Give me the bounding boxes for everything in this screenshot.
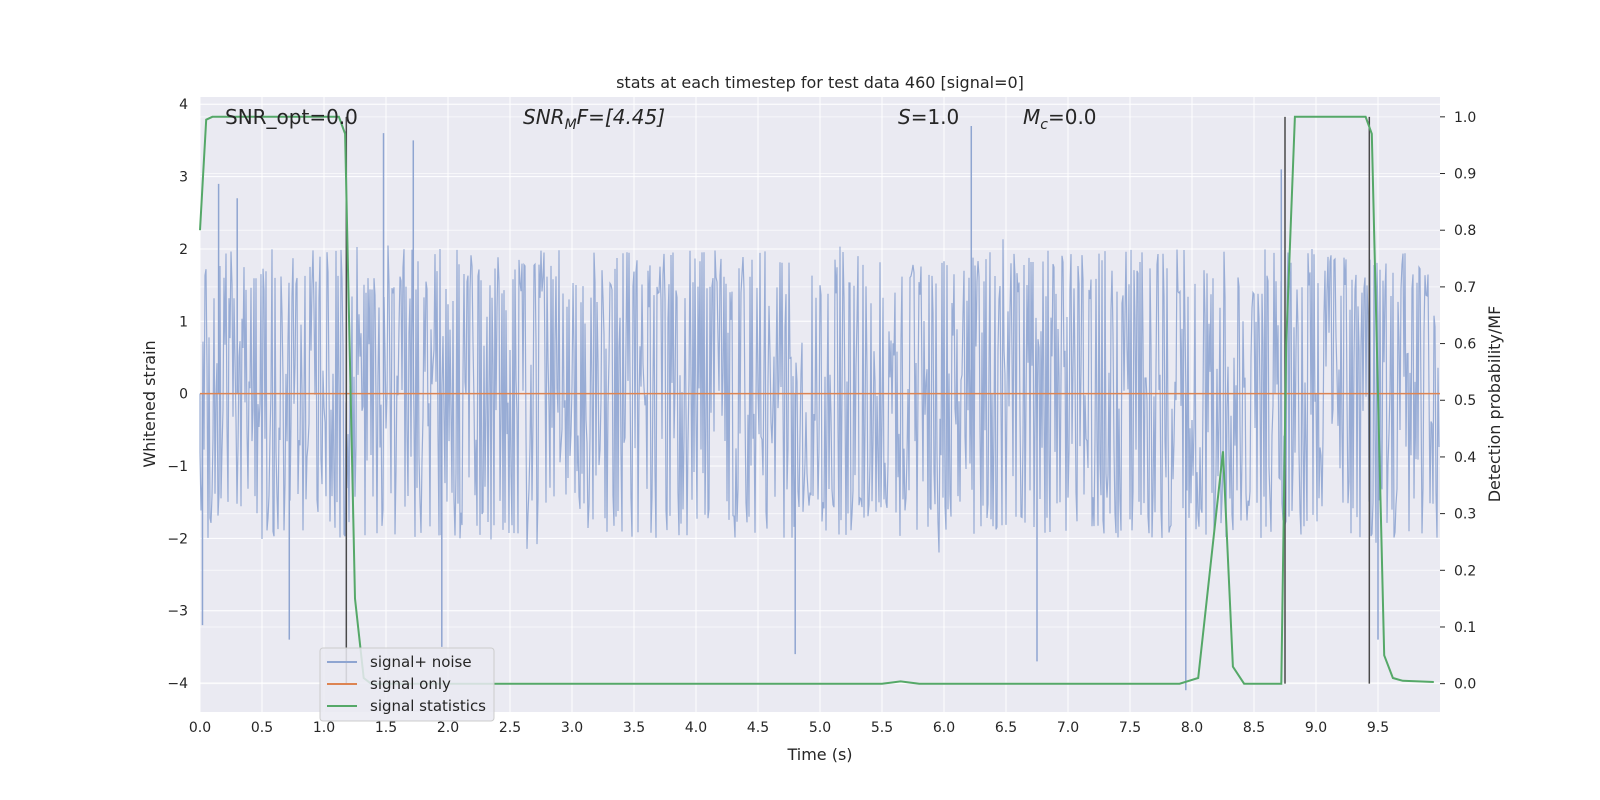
y-tick-left-label: 3 (179, 170, 188, 186)
x-tick-label: 1.5 (375, 720, 397, 736)
snr-mf-sub: M (565, 117, 577, 133)
legend-label-statistics: signal statistics (370, 697, 486, 715)
y-tick-left-label: 1 (179, 314, 188, 330)
noise-trace (199, 239, 1440, 553)
annotation-mc: Mc=0.0 (1023, 105, 1097, 133)
y-tick-right-label: 0.3 (1454, 507, 1476, 523)
y-tick-left-label: −4 (167, 676, 188, 692)
x-tick-label: 2.5 (499, 720, 521, 736)
y-tick-right-label: 0.2 (1454, 563, 1476, 579)
snr-mf-rest: F=[4.45] (577, 105, 665, 129)
legend-label-noise: signal+ noise (370, 653, 472, 671)
y-tick-right-label: 1.0 (1454, 110, 1476, 126)
x-tick-label: 4.5 (747, 720, 769, 736)
x-tick-label: 4.0 (685, 720, 707, 736)
x-tick-label: 3.5 (623, 720, 645, 736)
legend-label-signal-only: signal only (370, 675, 451, 693)
y-tick-left-label: −2 (167, 531, 188, 547)
signal-statistics-line (199, 115, 1434, 685)
y-tick-right-label: 0.9 (1454, 167, 1476, 183)
y-tick-right-label: 0.8 (1454, 223, 1476, 239)
x-tick-label: 8.5 (1243, 720, 1265, 736)
s-rest: =1.0 (911, 105, 960, 129)
y-tick-left-label: 2 (179, 242, 188, 258)
snr-mf-symbol: SNR (523, 105, 565, 129)
y-tick-right-label: 0.0 (1454, 677, 1476, 693)
x-ticks: 0.0 0.5 1.0 1.5 2.0 2.5 3.0 3.5 4.0 4.5 5.0 5.5 6.0 6… (189, 720, 1389, 736)
x-tick-label: 1.0 (313, 720, 335, 736)
x-tick-label: 0.5 (251, 720, 273, 736)
chart-title: stats at each timestep for test data 460… (616, 73, 1024, 92)
mc-rest: =0.0 (1048, 105, 1097, 129)
x-tick-label: 2.0 (437, 720, 459, 736)
x-tick-label: 6.5 (995, 720, 1017, 736)
x-tick-label: 9.5 (1367, 720, 1389, 736)
y-tick-right-label: 0.6 (1454, 337, 1476, 353)
y-tick-left-label: 4 (179, 97, 188, 113)
x-tick-label: 0.0 (189, 720, 211, 736)
x-tick-label: 7.5 (1119, 720, 1141, 736)
y-axis-label-right: Detection probability/MF (1485, 306, 1504, 503)
y-tick-left-label: 0 (179, 387, 188, 403)
y-tick-left-label: −3 (167, 604, 188, 620)
y-ticks-right: 1.0 0.9 0.8 0.7 0.6 0.5 0.4 0.3 0.2 0.1 0.0 (1440, 110, 1476, 693)
x-tick-label: 5.0 (809, 720, 831, 736)
y-tick-left-label: −1 (167, 459, 188, 475)
mc-sub: c (1040, 117, 1048, 133)
y-tick-right-label: 0.5 (1454, 393, 1476, 409)
x-tick-label: 7.0 (1057, 720, 1079, 736)
x-tick-label: 8.0 (1181, 720, 1203, 736)
annotation-snr-mf: SNRMF=[4.45] (523, 105, 665, 133)
y-tick-right-label: 0.7 (1454, 280, 1476, 296)
y-axis-label-left: Whitened strain (140, 340, 159, 467)
s-symbol: S (898, 105, 911, 129)
annotation-s: S=1.0 (898, 105, 959, 129)
y-ticks-left: 4 3 2 1 0 −1 −2 −3 −4 (167, 97, 188, 692)
mc-symbol: M (1023, 105, 1040, 129)
x-tick-label: 6.0 (933, 720, 955, 736)
x-tick-label: 5.5 (871, 720, 893, 736)
legend-box (319, 647, 495, 722)
y-tick-right-label: 0.4 (1454, 450, 1476, 466)
annotation-snr-opt: SNR_opt=0.0 (225, 105, 358, 129)
x-tick-label: 9.0 (1305, 720, 1327, 736)
x-axis-label: Time (s) (786, 745, 852, 764)
legend: signal+ noise signal only signal statist… (319, 647, 495, 722)
y-tick-right-label: 0.1 (1454, 620, 1476, 636)
x-tick-label: 3.0 (561, 720, 583, 736)
